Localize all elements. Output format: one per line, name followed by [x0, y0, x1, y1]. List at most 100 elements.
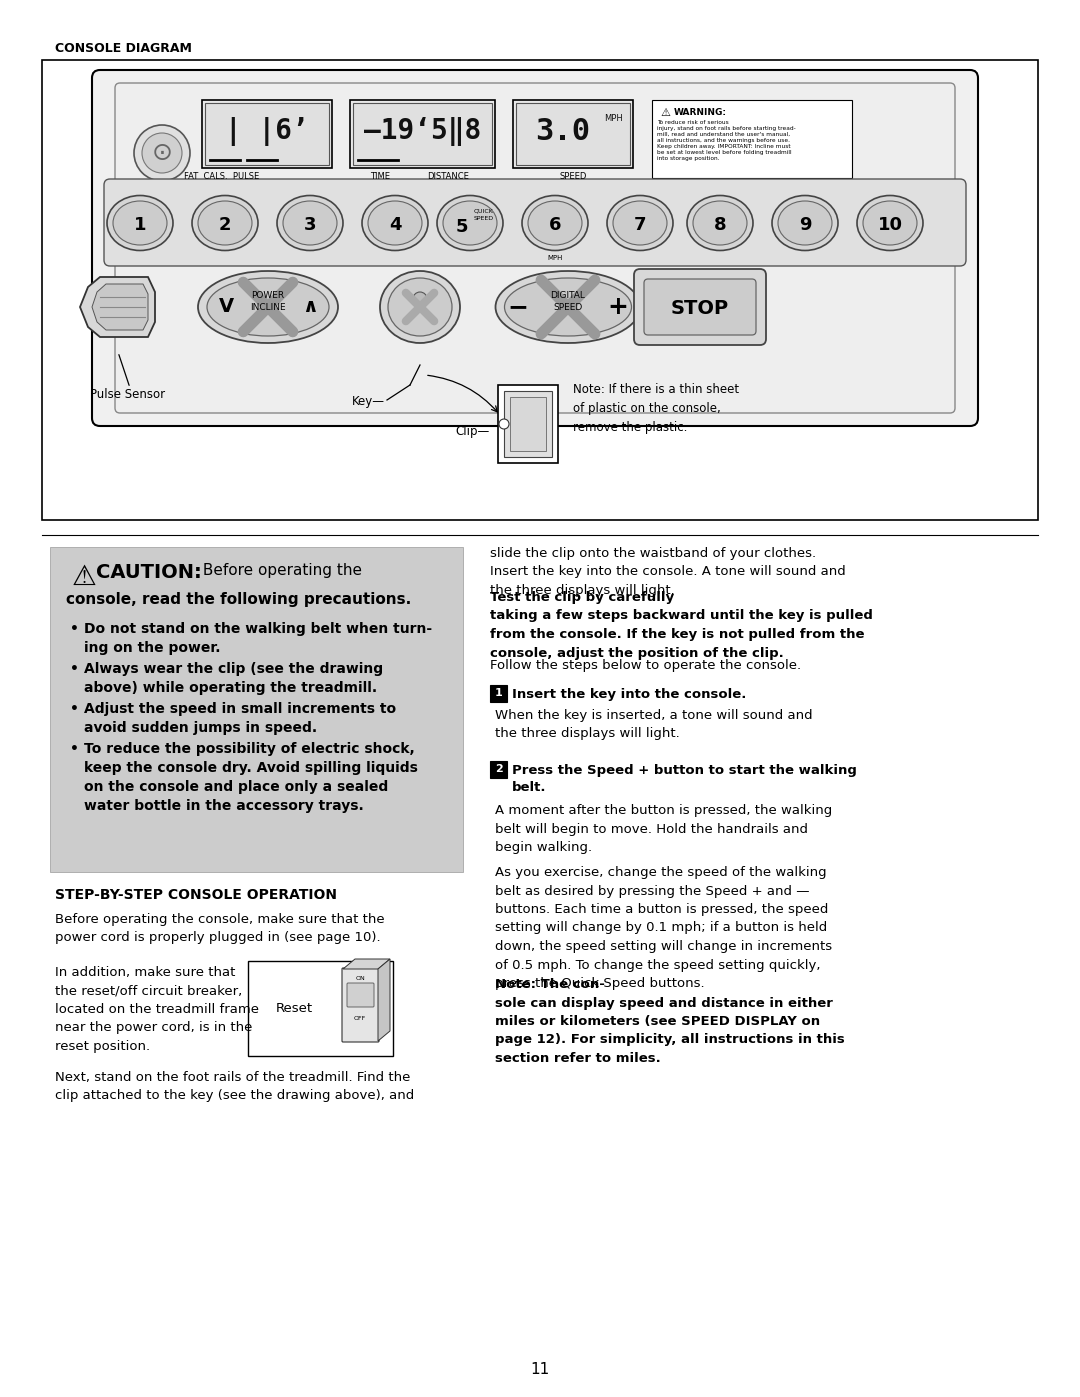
Text: Next, stand on the foot rails of the treadmill. Find the
clip attached to the ke: Next, stand on the foot rails of the tre… [55, 1071, 415, 1102]
Text: 9: 9 [799, 217, 811, 235]
Ellipse shape [388, 278, 453, 337]
Polygon shape [92, 284, 148, 330]
Text: ⚠: ⚠ [660, 108, 670, 117]
Circle shape [134, 124, 190, 182]
Bar [504, 391, 552, 457]
Ellipse shape [613, 201, 667, 244]
Text: STOP: STOP [671, 299, 729, 319]
Text: SPEED: SPEED [559, 172, 586, 182]
FancyBboxPatch shape [347, 983, 374, 1007]
Ellipse shape [113, 201, 167, 244]
Text: CAUTION:: CAUTION: [96, 563, 202, 583]
Ellipse shape [607, 196, 673, 250]
FancyBboxPatch shape [104, 179, 966, 265]
Text: DIGITAL: DIGITAL [551, 291, 585, 299]
Text: To reduce the possibility of electric shock,
keep the console dry. Avoid spillin: To reduce the possibility of electric sh… [84, 742, 418, 813]
Ellipse shape [276, 196, 343, 250]
Text: 11: 11 [530, 1362, 550, 1377]
Text: As you exercise, change the speed of the walking
belt as desired by pressing the: As you exercise, change the speed of the… [495, 866, 832, 990]
Text: POWER: POWER [252, 291, 284, 299]
Text: 3.0: 3.0 [536, 117, 591, 147]
Circle shape [141, 133, 183, 173]
Bar [510, 397, 546, 451]
Text: Reset: Reset [276, 1002, 313, 1016]
Bar [513, 101, 633, 168]
Text: To reduce risk of serious
injury, stand on foot rails before starting tread-
mil: To reduce risk of serious injury, stand … [657, 120, 796, 161]
Text: QUICK: QUICK [474, 208, 494, 214]
Text: DISTANCE: DISTANCE [427, 172, 469, 182]
Text: Note: The con-
sole can display speed and distance in either
miles or kilometers: Note: The con- sole can display speed an… [495, 978, 845, 1065]
Text: •: • [70, 622, 79, 636]
Text: 5: 5 [456, 218, 469, 236]
Bar [353, 103, 492, 165]
Text: 4: 4 [389, 217, 402, 235]
Text: V: V [218, 298, 233, 317]
Ellipse shape [362, 196, 428, 250]
Text: —19‘5‖8: —19‘5‖8 [364, 117, 481, 147]
Ellipse shape [778, 201, 832, 244]
Ellipse shape [693, 201, 747, 244]
Text: Always wear the clip (see the drawing
above) while operating the treadmill.: Always wear the clip (see the drawing ab… [84, 662, 383, 694]
Text: 7: 7 [634, 217, 646, 235]
Text: Insert the key into the console.: Insert the key into the console. [512, 687, 746, 701]
FancyBboxPatch shape [342, 968, 379, 1042]
Text: Test the clip by carefully
taking a few steps backward until the key is pulled
f: Test the clip by carefully taking a few … [490, 591, 873, 659]
Bar [652, 101, 852, 177]
Text: SPEED: SPEED [474, 217, 494, 222]
Text: ON: ON [355, 977, 365, 982]
Text: 2: 2 [219, 217, 231, 235]
Text: OFF: OFF [354, 1017, 366, 1021]
Ellipse shape [207, 278, 329, 337]
Bar [248, 961, 393, 1056]
Ellipse shape [192, 196, 258, 250]
Ellipse shape [368, 201, 422, 244]
FancyBboxPatch shape [114, 82, 955, 414]
Text: CONSOLE DIAGRAM: CONSOLE DIAGRAM [55, 42, 192, 54]
Text: When the key is inserted, a tone will sound and
the three displays will light.: When the key is inserted, a tone will so… [495, 710, 812, 740]
Text: In addition, make sure that
the reset/off circuit breaker,
located on the treadm: In addition, make sure that the reset/of… [55, 965, 259, 1053]
Text: −: − [508, 295, 528, 319]
Text: 1: 1 [495, 689, 502, 698]
Ellipse shape [858, 196, 923, 250]
FancyBboxPatch shape [92, 70, 978, 426]
Ellipse shape [437, 196, 503, 250]
Text: Note: If there is a thin sheet
of plastic on the console,
remove the plastic.: Note: If there is a thin sheet of plasti… [573, 383, 739, 434]
FancyBboxPatch shape [634, 270, 766, 345]
Text: +: + [608, 295, 629, 319]
Text: 10: 10 [877, 217, 903, 235]
Text: A moment after the button is pressed, the walking
belt will begin to move. Hold : A moment after the button is pressed, th… [495, 805, 833, 854]
Text: •: • [70, 662, 79, 676]
Bar [490, 761, 507, 778]
Ellipse shape [863, 201, 917, 244]
Circle shape [413, 292, 427, 306]
Text: FAT  CALS.  PULSE: FAT CALS. PULSE [185, 172, 259, 182]
Bar [350, 101, 495, 168]
Bar [205, 103, 329, 165]
Text: SPEED: SPEED [553, 303, 582, 312]
Text: ⊙: ⊙ [151, 141, 173, 165]
Text: 6: 6 [549, 217, 562, 235]
Text: 1: 1 [134, 217, 146, 235]
Ellipse shape [283, 201, 337, 244]
Bar [490, 685, 507, 703]
Text: Do not stand on the walking belt when turn-
ing on the power.: Do not stand on the walking belt when tu… [84, 622, 432, 655]
Ellipse shape [496, 271, 640, 344]
Text: Key—: Key— [352, 395, 384, 408]
Text: Follow the steps below to operate the console.: Follow the steps below to operate the co… [490, 659, 801, 672]
Ellipse shape [107, 196, 173, 250]
Ellipse shape [528, 201, 582, 244]
Ellipse shape [380, 271, 460, 344]
Text: Pulse Sensor: Pulse Sensor [90, 388, 165, 401]
Text: ⚠: ⚠ [72, 563, 97, 591]
Text: | |6’: | |6’ [225, 117, 309, 147]
Text: 2: 2 [495, 764, 502, 774]
FancyBboxPatch shape [644, 279, 756, 335]
Text: WARNING:: WARNING: [674, 108, 727, 117]
Text: •: • [70, 703, 79, 717]
Ellipse shape [522, 196, 588, 250]
Text: STEP-BY-STEP CONSOLE OPERATION: STEP-BY-STEP CONSOLE OPERATION [55, 888, 337, 902]
Bar [50, 548, 463, 872]
Text: 3: 3 [303, 217, 316, 235]
Text: Adjust the speed in small increments to
avoid sudden jumps in speed.: Adjust the speed in small increments to … [84, 703, 396, 735]
Ellipse shape [198, 271, 338, 344]
